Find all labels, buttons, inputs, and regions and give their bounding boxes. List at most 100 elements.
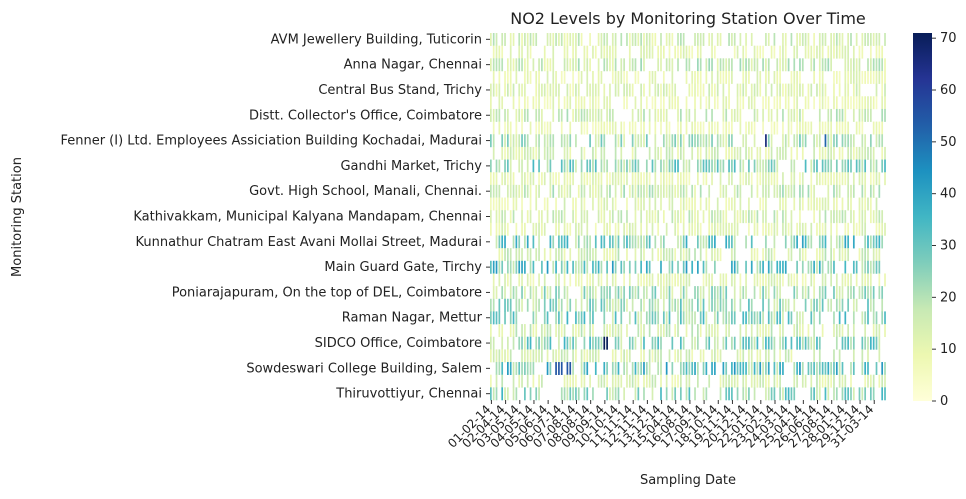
- heatmap-cell: [801, 121, 804, 135]
- heatmap-cell: [708, 235, 711, 249]
- heatmap-cell: [535, 197, 538, 211]
- heatmap-cell: [835, 33, 838, 46]
- heatmap-cell: [634, 210, 637, 224]
- heatmap-cell: [572, 83, 574, 97]
- heatmap-cell: [679, 349, 682, 363]
- heatmap-cell: [753, 374, 756, 388]
- heatmap-cell: [677, 121, 679, 135]
- heatmap-cell: [872, 387, 875, 401]
- heatmap-cell: [733, 210, 736, 224]
- heatmap-cell: [858, 222, 861, 236]
- heatmap-cell: [538, 374, 540, 388]
- heatmap-cell: [782, 45, 784, 59]
- heatmap-cell: [702, 159, 705, 173]
- heatmap-cell: [796, 96, 798, 110]
- heatmap-cell: [867, 349, 869, 363]
- heatmap-cell: [694, 387, 696, 401]
- heatmap-cell: [521, 134, 523, 148]
- heatmap-cell: [875, 121, 878, 135]
- heatmap-cell: [677, 349, 679, 363]
- heatmap-cell: [756, 83, 759, 97]
- heatmap-cell: [592, 311, 594, 325]
- heatmap-cell: [643, 387, 645, 401]
- heatmap-cell: [745, 45, 747, 59]
- heatmap-cell: [648, 362, 651, 375]
- heatmap-cell: [526, 184, 529, 198]
- heatmap-cell: [498, 311, 501, 325]
- heatmap-cell: [594, 235, 597, 249]
- heatmap-cell: [855, 70, 858, 84]
- heatmap-cell: [507, 248, 509, 262]
- heatmap-cell: [560, 349, 563, 363]
- heatmap-cell: [645, 286, 648, 300]
- heatmap-cell: [739, 58, 742, 72]
- heatmap-cell: [719, 70, 722, 84]
- heatmap-cell: [830, 222, 832, 236]
- heatmap-cell: [813, 45, 815, 59]
- heatmap-cell: [563, 273, 566, 287]
- heatmap-cell: [662, 210, 665, 224]
- heatmap-cell: [671, 33, 674, 46]
- heatmap-cell: [665, 248, 668, 262]
- heatmap-cell: [861, 197, 864, 211]
- heatmap-cell: [524, 70, 526, 84]
- heatmap-cell: [504, 387, 506, 401]
- heatmap-cell: [558, 184, 560, 198]
- heatmap-cell: [767, 311, 770, 325]
- heatmap-cell: [535, 298, 538, 312]
- heatmap-cell: [810, 235, 813, 249]
- heatmap-cell: [492, 349, 495, 363]
- heatmap-cell: [660, 146, 662, 160]
- heatmap-cell: [767, 222, 770, 236]
- heatmap-cell: [504, 121, 506, 135]
- heatmap-cell: [665, 374, 668, 388]
- heatmap-cell: [645, 210, 648, 224]
- heatmap-cell: [643, 45, 645, 59]
- heatmap-cell: [773, 33, 776, 46]
- heatmap-cell: [708, 210, 711, 224]
- heatmap-cell: [697, 121, 699, 135]
- heatmap-cell: [490, 184, 492, 198]
- heatmap-cell: [793, 184, 796, 198]
- heatmap-cell: [665, 362, 668, 375]
- heatmap-cell: [611, 45, 614, 59]
- heatmap-cell: [869, 210, 872, 224]
- heatmap-cell: [807, 235, 810, 249]
- heatmap-cell: [679, 210, 682, 224]
- heatmap-cell: [833, 260, 835, 274]
- heatmap-cell: [662, 184, 665, 198]
- heatmap-cell: [526, 298, 529, 312]
- heatmap-cell: [694, 134, 696, 148]
- heatmap-cell: [813, 159, 815, 173]
- heatmap-cell: [782, 222, 784, 236]
- heatmap-cell: [654, 349, 657, 363]
- heatmap-cell: [847, 235, 849, 249]
- heatmap-cell: [512, 33, 515, 46]
- heatmap-cell: [490, 58, 492, 72]
- heatmap-cell: [575, 33, 577, 46]
- heatmap-cell: [867, 286, 869, 300]
- heatmap-cell: [748, 159, 750, 173]
- heatmap-cell: [716, 311, 719, 325]
- heatmap-cell: [818, 83, 821, 97]
- heatmap-cell: [645, 260, 648, 274]
- heatmap-cell: [694, 336, 696, 350]
- heatmap-cell: [560, 33, 563, 46]
- heatmap-cell: [637, 159, 640, 173]
- heatmap-cell: [711, 108, 713, 122]
- heatmap-cell: [773, 362, 776, 375]
- heatmap-cell: [651, 286, 654, 300]
- heatmap-cell: [518, 108, 521, 122]
- heatmap-cell: [524, 286, 526, 300]
- heatmap-cell: [589, 273, 591, 287]
- heatmap-cell: [869, 184, 872, 198]
- heatmap-cell: [594, 349, 597, 363]
- heatmap-cell: [575, 222, 577, 236]
- heatmap-cell: [699, 197, 702, 211]
- heatmap-cell: [521, 362, 523, 375]
- heatmap-cell: [526, 45, 529, 59]
- heatmap-cell: [507, 83, 509, 97]
- heatmap-cell: [813, 184, 815, 198]
- heatmap-cell: [662, 96, 665, 110]
- heatmap-cell: [810, 387, 813, 401]
